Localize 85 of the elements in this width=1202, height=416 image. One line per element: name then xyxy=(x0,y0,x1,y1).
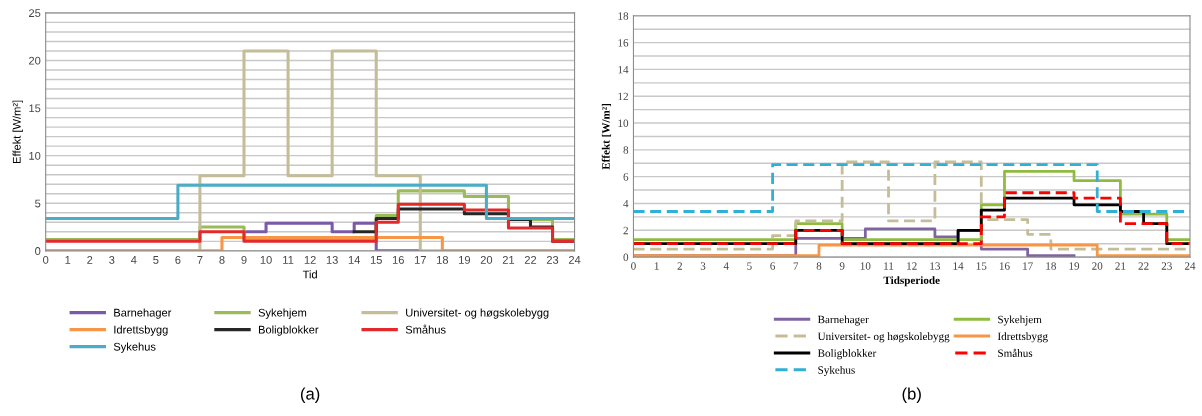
x-tick-label: 19 xyxy=(1069,262,1080,270)
legend-label: Universitet- og høgskolebygg xyxy=(817,332,950,343)
y-tick-label: 2 xyxy=(623,226,628,235)
x-tick-label: 10 xyxy=(260,256,272,264)
x-tick-label: 23 xyxy=(1161,262,1172,270)
x-axis-title: Tid xyxy=(302,270,317,279)
x-tick-label: 5 xyxy=(153,256,159,264)
x-tick-label: 12 xyxy=(907,262,917,270)
x-tick-label: 14 xyxy=(348,256,361,264)
x-tick-label: 2 xyxy=(677,262,682,270)
text: (b) xyxy=(902,387,921,403)
x-tick-label: 22 xyxy=(524,256,537,264)
x-tick-label: 10 xyxy=(860,262,871,270)
legend-label: Sykehus xyxy=(818,365,855,377)
y-tick-label: 8 xyxy=(623,146,629,154)
x-tick-label: 11 xyxy=(283,256,294,264)
legend-label: Småhus xyxy=(405,324,446,334)
y-tick-label: 15 xyxy=(29,104,41,113)
x-tick-label: 17 xyxy=(414,256,426,264)
x-tick-label: 21 xyxy=(1115,262,1126,270)
x-tick-label: 12 xyxy=(304,256,316,264)
legend-label: Idrettsbygg xyxy=(114,325,168,336)
x-tick-label: 16 xyxy=(999,262,1010,270)
x-tick-label: 15 xyxy=(976,262,987,270)
x-tick-label: 11 xyxy=(884,262,894,270)
x-tick-label: 5 xyxy=(747,262,752,270)
y-axis-title: Effekt [W/m²] xyxy=(12,100,23,163)
x-tick-label: 7 xyxy=(793,262,799,270)
x-tick-label: 22 xyxy=(1138,262,1149,270)
legend-label: Barnehager xyxy=(114,308,172,319)
x-tick-label: 4 xyxy=(130,256,137,264)
y-tick-label: 0 xyxy=(35,247,41,255)
y-tick-label: 18 xyxy=(618,12,629,20)
x-tick-label: 8 xyxy=(816,262,822,270)
legend-label: Idrettsbygg xyxy=(997,332,1048,343)
legend-label: Boligblokker xyxy=(258,325,319,336)
x-tick-label: 13 xyxy=(326,256,338,264)
x-tick-label: 9 xyxy=(241,256,247,264)
x-tick-label: 6 xyxy=(770,262,776,270)
y-tick-label: 20 xyxy=(29,56,41,65)
legend-label: Barnehager xyxy=(817,315,869,326)
y-axis-title: Effekt [W/m²] xyxy=(601,103,612,170)
x-axis-title: Tidsperiode xyxy=(883,276,940,287)
x-tick-label: 20 xyxy=(1092,262,1103,270)
legend-label: Sykehus xyxy=(113,342,156,353)
x-tick-label: 17 xyxy=(1023,262,1033,270)
y-tick-label: 16 xyxy=(618,39,629,47)
y-tick-label: 5 xyxy=(35,199,41,208)
y-tick-label: 10 xyxy=(618,119,629,128)
x-tick-label: 19 xyxy=(459,256,471,264)
x-tick-label: 24 xyxy=(568,256,581,264)
legend-label: Universitet- og høgskolebygg xyxy=(406,308,549,319)
x-tick-label: 21 xyxy=(502,256,515,264)
y-tick-label: 4 xyxy=(623,200,629,208)
y-tick-label: 25 xyxy=(29,9,41,18)
x-tick-label: 18 xyxy=(1046,262,1056,270)
y-tick-label: 12 xyxy=(618,92,628,101)
x-tick-label: 3 xyxy=(700,262,706,270)
x-tick-label: 13 xyxy=(930,262,941,270)
x-tick-label: 6 xyxy=(175,256,181,264)
text: (a) xyxy=(300,387,320,403)
y-tick-label: 14 xyxy=(618,65,629,74)
x-tick-label: 20 xyxy=(480,256,493,264)
x-tick-label: 7 xyxy=(197,256,203,264)
legend-label: Småhus xyxy=(998,348,1033,357)
x-tick-label: 8 xyxy=(219,256,225,264)
legend-label: Sykehjem xyxy=(258,308,307,319)
x-tick-label: 1 xyxy=(65,256,71,264)
x-tick-label: 0 xyxy=(43,256,49,264)
x-tick-label: 15 xyxy=(370,256,382,264)
x-tick-label: 3 xyxy=(109,256,115,264)
x-tick-label: 14 xyxy=(953,262,964,270)
x-tick-label: 9 xyxy=(839,262,845,270)
legend-label: Sykehjem xyxy=(998,315,1042,326)
x-tick-label: 24 xyxy=(1184,262,1196,270)
x-tick-label: 1 xyxy=(654,262,659,270)
x-tick-label: 0 xyxy=(631,262,636,270)
x-tick-label: 2 xyxy=(87,256,93,264)
y-tick-label: 6 xyxy=(623,173,629,181)
x-tick-label: 18 xyxy=(437,256,449,264)
x-tick-label: 4 xyxy=(723,262,729,270)
x-tick-label: 23 xyxy=(546,256,559,264)
legend-label: Boligblokker xyxy=(817,349,877,360)
x-tick-label: 16 xyxy=(392,256,404,264)
y-tick-label: 10 xyxy=(29,151,41,160)
